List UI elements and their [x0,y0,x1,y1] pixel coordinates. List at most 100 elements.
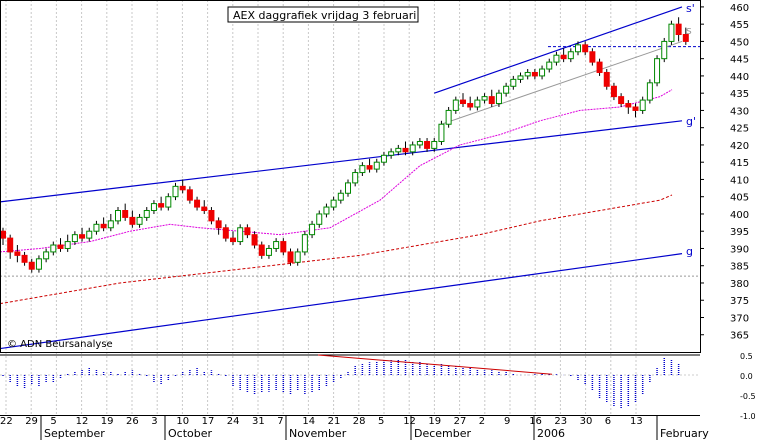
x-tick-label: 6 [605,416,611,427]
candle-down [28,261,35,270]
x-tick-label: 5 [378,416,384,427]
x-tick-label: 29 [25,416,38,427]
y-tick-label: 405 [730,193,749,204]
trendline-g [0,253,683,350]
candle-down [610,85,617,98]
x-tick-label: 30 [580,416,593,427]
candle-down [21,254,28,263]
candle-up [309,223,316,236]
candle-down [632,106,639,111]
candle-up [503,85,510,94]
y-tick-label: 425 [730,124,749,135]
candle-up [438,123,445,142]
candle-down [230,237,236,243]
candle-up [380,154,387,163]
candles [0,17,689,273]
candle-down [244,227,251,236]
x-tick-label: 3 [151,416,157,427]
candle-down [194,199,201,208]
candle-down [603,71,610,87]
candle-down [287,251,294,263]
candle-down [582,44,589,53]
candle-down [201,206,208,212]
x-month-label: December [414,427,472,440]
grid-lines [5,0,637,415]
candle-up [316,213,323,225]
main-frame [0,0,701,353]
candle-up [352,172,359,184]
candle-up [495,92,502,105]
candle-down [57,244,64,249]
candle-up [35,258,42,270]
candle-up [524,71,531,77]
candle-up [71,234,78,243]
candle-down [208,210,215,222]
chart-title: AEX daggrafiek vrijdag 3 februari [233,9,416,22]
x-month-label: September [44,427,105,440]
candle-up [445,109,452,125]
candle-down [258,244,265,256]
trendline-s-prime [434,6,683,94]
y-tick-label: 445 [730,55,749,66]
x-tick-label: 14 [302,416,315,427]
trendline-s [441,40,683,125]
x-tick-label: 2 [479,416,485,427]
candle-down [215,220,222,229]
candle-down [79,234,86,239]
candle-down [596,61,603,73]
candle-down [625,103,632,108]
candle-up [136,216,143,225]
candle-down [122,210,129,218]
candle-up [237,227,244,243]
x-tick-label: 5 [50,416,56,427]
candle-up [409,144,416,153]
x-tick-label: 27 [454,416,467,427]
candle-up [567,51,574,60]
candle-up [575,44,581,53]
y-tick-label: 410 [730,175,749,186]
candle-up [510,78,517,87]
line-label-g-prime: g' [686,115,696,128]
moving-average-long [0,194,673,305]
candle-up [165,196,172,208]
candle-up [143,210,150,218]
copyright-label: © ADN Beursanalyse [7,339,113,350]
y-tick-label: 375 [730,296,749,307]
candle-up [395,147,402,153]
y-tick-label: 415 [730,158,749,169]
candle-up [646,82,653,101]
candle-down [129,216,136,225]
candle-down [531,71,538,77]
candle-up [639,99,646,111]
candle-up [452,99,459,111]
candle-up [416,140,423,146]
candle-down [488,96,495,105]
candle-down [251,234,258,246]
y-tick-label: 430 [730,106,749,117]
candle-up [481,96,488,101]
candle-down [402,147,409,153]
candle-down [675,23,682,36]
x-tick-label: 12 [76,416,89,427]
candle-down [7,237,14,253]
y-tick-label: 380 [730,279,749,290]
candle-up [546,61,553,70]
candle-down [589,51,596,63]
candle-up [431,140,438,149]
line-label-g: g [686,245,693,258]
y-tick-label: 455 [730,20,749,31]
indicator-tick-label: 0.5 [740,352,753,361]
y-tick-label: 365 [730,331,749,342]
candle-down [424,140,431,149]
x-month-label: 2006 [537,427,565,440]
x-tick-label: 7 [277,416,283,427]
candle-up [330,199,337,208]
x-tick-label: 10 [176,416,189,427]
candle-down [222,227,229,239]
candle-up [43,251,50,260]
x-month-label: February [660,427,709,440]
x-tick-label: 16 [529,416,542,427]
y-tick-label: 450 [730,37,749,48]
